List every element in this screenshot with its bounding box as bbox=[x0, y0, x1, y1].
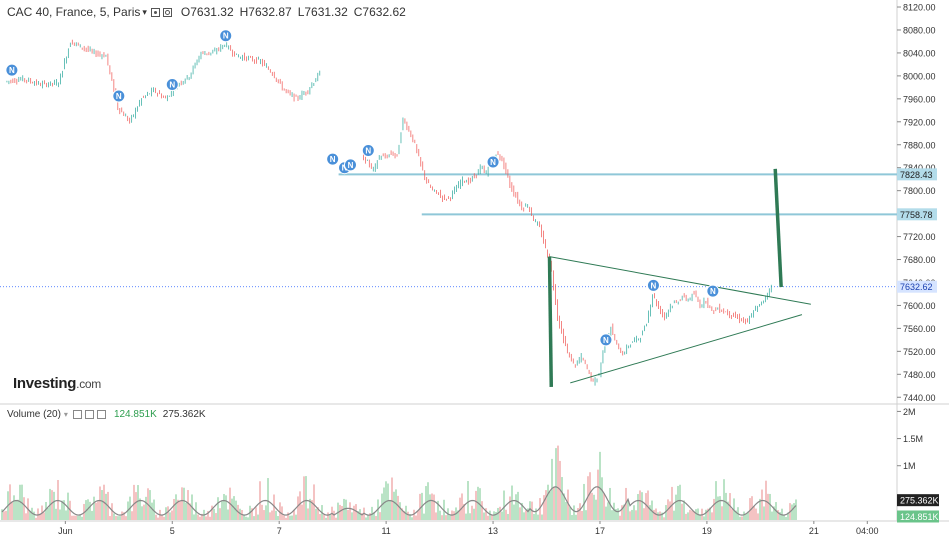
news-marker-label: N bbox=[116, 92, 122, 101]
price-tick-label: 7440.00 bbox=[903, 393, 936, 403]
news-marker-icon[interactable] bbox=[326, 152, 340, 166]
volume-label-total-bg bbox=[897, 494, 939, 507]
news-marker-icon[interactable] bbox=[646, 278, 660, 292]
open-value: O7631.32 bbox=[180, 5, 234, 19]
time-tick-label: 7 bbox=[277, 526, 282, 536]
trendline[interactable] bbox=[549, 256, 811, 305]
price-labels: 7828.43 7758.78 7632.62 275.362K 124.851K bbox=[897, 168, 939, 523]
volume-label-current: 124.851K bbox=[900, 512, 939, 522]
news-marker-label: N bbox=[330, 155, 336, 164]
news-marker-label: N bbox=[490, 158, 496, 167]
volume-ma-line bbox=[1, 486, 797, 516]
volume-tick-label: 2M bbox=[903, 407, 916, 417]
volume-title[interactable]: Volume (20) bbox=[7, 409, 61, 420]
time-tick-label: 04:00 bbox=[856, 526, 879, 536]
logo-suffix: .com bbox=[76, 377, 101, 391]
trendline[interactable] bbox=[570, 314, 803, 384]
volume-value-1: 124.851K bbox=[113, 409, 157, 420]
current-price-label-bg bbox=[897, 280, 937, 293]
time-axis[interactable]: Jun 5 7 11 13 17 19 21 04:00 bbox=[58, 521, 879, 536]
price-tick-label: 7480.00 bbox=[903, 370, 936, 380]
news-marker-label: N bbox=[342, 164, 348, 173]
news-marker-label: N bbox=[365, 146, 371, 155]
price-tick-label: 8000.00 bbox=[903, 71, 936, 81]
volume-label-total: 275.362K bbox=[900, 496, 939, 506]
level-price-label: 7758.78 bbox=[900, 210, 933, 220]
eye-icon[interactable] bbox=[72, 410, 82, 419]
volume-header: Volume (20) ▾ 124.851K 275.362K bbox=[7, 409, 206, 420]
price-tick-label: 7520.00 bbox=[903, 347, 936, 357]
time-tick-label: 17 bbox=[595, 526, 605, 536]
price-tick-label: 8040.00 bbox=[903, 48, 936, 58]
gear-icon[interactable] bbox=[162, 7, 172, 17]
news-marker-label: N bbox=[651, 281, 657, 290]
price-tick-label: 8120.00 bbox=[903, 3, 936, 13]
close-value: C7632.62 bbox=[353, 5, 406, 19]
chevron-down-icon[interactable]: ▾ bbox=[63, 410, 68, 419]
triangle-pattern[interactable] bbox=[547, 168, 811, 387]
time-tick-label: 11 bbox=[381, 526, 390, 536]
volume-value-2: 275.362K bbox=[162, 409, 206, 420]
news-marker-icon[interactable] bbox=[5, 63, 19, 77]
price-tick-label: 7560.00 bbox=[903, 324, 936, 334]
price-tick-label: 7960.00 bbox=[903, 94, 936, 104]
price-axis[interactable]: 8120.00 8080.00 8040.00 8000.00 7960.00 7920.… bbox=[897, 3, 936, 472]
low-value: L7631.32 bbox=[297, 5, 348, 19]
chart-header: CAC 40, France, 5, Paris ▾ O7631.32 H763… bbox=[7, 5, 406, 19]
news-marker-icon[interactable] bbox=[361, 143, 375, 157]
news-marker-label: N bbox=[169, 80, 175, 89]
price-tick-label: 7920.00 bbox=[903, 117, 936, 127]
gear-icon[interactable] bbox=[84, 410, 94, 419]
price-tick-label: 7880.00 bbox=[903, 140, 936, 150]
time-tick-label: 21 bbox=[809, 526, 819, 536]
news-marker-icon[interactable] bbox=[165, 77, 179, 91]
volume-tick-label: 1M bbox=[903, 461, 916, 471]
volume-bars bbox=[1, 445, 797, 520]
price-tick-label: 7600.00 bbox=[903, 301, 936, 311]
symbol-title[interactable]: CAC 40, France, 5, Paris bbox=[7, 5, 141, 19]
time-tick-label: 13 bbox=[488, 526, 498, 536]
move-arrow-line[interactable] bbox=[547, 256, 554, 387]
news-marker-label: N bbox=[223, 32, 229, 41]
current-price-label: 7632.62 bbox=[900, 282, 933, 292]
logo-name: Investing bbox=[13, 375, 77, 392]
price-tick-label: 7680.00 bbox=[903, 255, 936, 265]
news-marker-icon[interactable] bbox=[112, 89, 126, 103]
chevron-down-icon[interactable]: ▾ bbox=[142, 6, 147, 17]
level-price-label-bg bbox=[897, 208, 937, 221]
price-tick-label: 8080.00 bbox=[903, 25, 936, 35]
move-arrow-line[interactable] bbox=[773, 168, 783, 288]
price-tick-label: 7800.00 bbox=[903, 186, 936, 196]
close-icon[interactable] bbox=[96, 410, 106, 419]
eye-icon[interactable] bbox=[150, 7, 160, 17]
time-tick-label: 5 bbox=[170, 526, 175, 536]
volume-label-current-bg bbox=[897, 510, 939, 523]
horizontal-levels[interactable] bbox=[0, 173, 897, 288]
time-tick-label: 19 bbox=[702, 526, 712, 536]
news-marker-icon[interactable] bbox=[706, 284, 720, 298]
news-marker-icon[interactable] bbox=[219, 29, 233, 43]
volume-tick-label: 1.5M bbox=[903, 434, 923, 444]
grid bbox=[0, 0, 949, 522]
news-marker-icon[interactable] bbox=[486, 155, 500, 169]
price-tick-label: 7840.00 bbox=[903, 163, 936, 173]
news-marker-icon[interactable] bbox=[343, 158, 357, 172]
level-price-label: 7828.43 bbox=[900, 170, 933, 180]
investing-logo: Investing.com bbox=[13, 375, 101, 392]
price-tick-label: 7720.00 bbox=[903, 232, 936, 242]
news-marker-label: N bbox=[348, 161, 354, 170]
level-price-label-bg bbox=[897, 168, 937, 181]
news-marker-label: N bbox=[9, 66, 15, 75]
time-tick-label: Jun bbox=[58, 526, 73, 536]
news-marker-icon[interactable] bbox=[599, 333, 613, 347]
news-marker-label: N bbox=[710, 287, 716, 296]
news-marker-label: N bbox=[603, 336, 609, 345]
high-value: H7632.87 bbox=[239, 5, 292, 19]
